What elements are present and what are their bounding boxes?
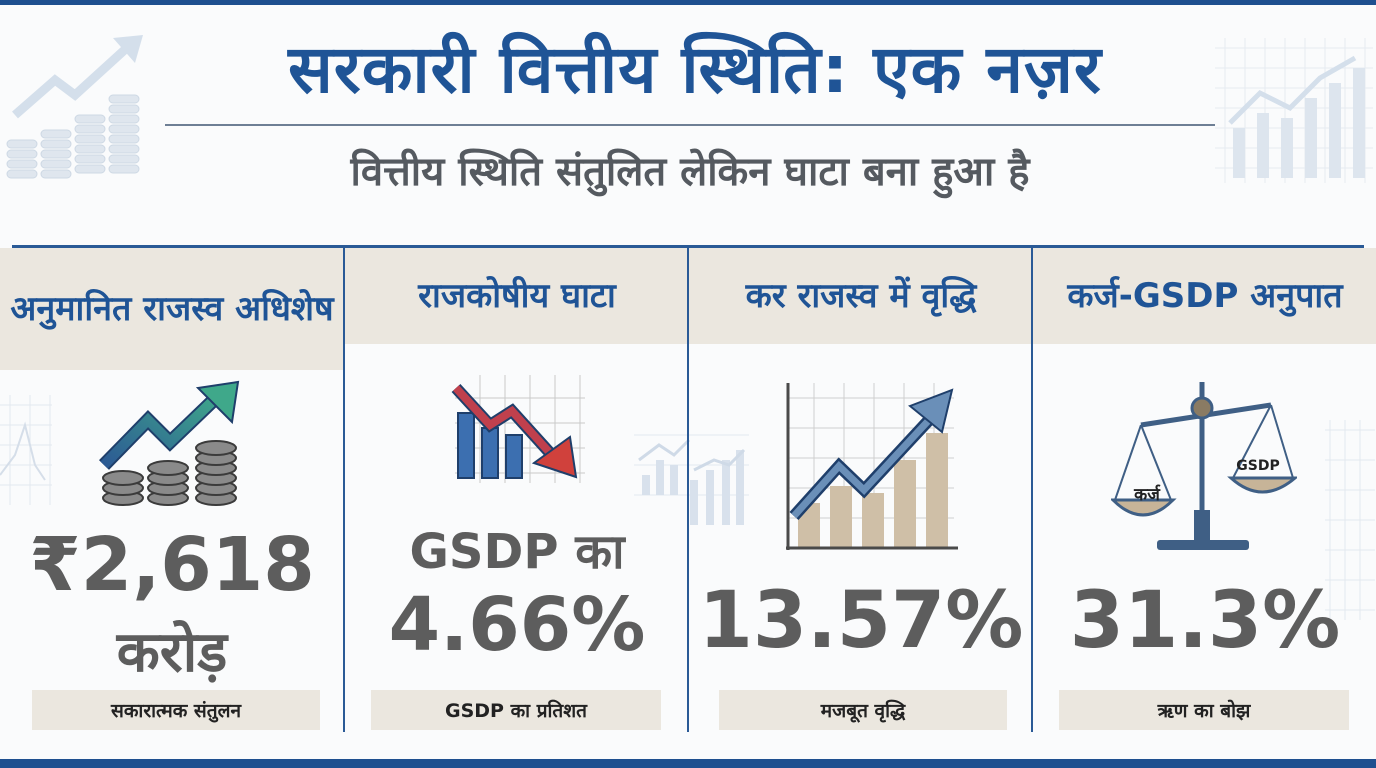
rising-arrow-coins-icon (98, 380, 240, 506)
card-tax-revenue-growth: कर राजस्व में वृद्धि 13.57% मजबूत वृद्धि (689, 248, 1033, 732)
card-title: कर राजस्व में वृद्धि (689, 248, 1033, 344)
card-divider (343, 248, 345, 732)
value-percent: 13.57% (698, 576, 1024, 666)
card-caption: GSDP का प्रतिशत (371, 690, 661, 730)
card-title: कर्ज-GSDP अनुपात (1033, 248, 1376, 344)
value-prefix: GSDP का (409, 524, 625, 580)
balance-scale-icon (1111, 382, 1297, 550)
page-title: सरकारी वित्तीय स्थिति: एक नज़र (288, 31, 1102, 108)
section-top-border (12, 245, 1364, 248)
background-bar-chart-icon (634, 434, 749, 525)
background-bar-chart-icon (1215, 38, 1373, 183)
card-title: राजकोषीय घाटा (345, 248, 689, 344)
card-title: अनुमानित राजस्व अधिशेष (0, 248, 344, 370)
background-growth-coins-icon (6, 35, 143, 179)
growth-chart-icon (786, 383, 958, 550)
title-divider (165, 124, 1215, 126)
value-amount: ₹2,618 (29, 522, 315, 608)
card-caption: मजबूत वृद्धि (719, 690, 1007, 730)
scale-left-label: कर्ज (1134, 485, 1160, 505)
top-border (0, 0, 1376, 5)
value-unit: करोड़ (116, 620, 228, 685)
bottom-border (0, 759, 1376, 768)
value-percent: 4.66% (388, 582, 646, 668)
background-grid-icon (1325, 420, 1375, 620)
card-caption: ऋण का बोझ (1059, 690, 1349, 730)
card-debt-gsdp-ratio: कर्ज-GSDP अनुपात कर्ज GSDP 31.3% ऋण का ब… (1033, 248, 1376, 732)
page-subtitle: वित्तीय स्थिति संतुलित लेकिन घाटा बना हु… (350, 149, 1030, 195)
card-caption: सकारात्मक संतुलन (32, 690, 320, 730)
value-percent: 31.3% (1069, 576, 1341, 666)
card-revenue-surplus: अनुमानित राजस्व अधिशेष ₹2,618 करोड़ सकार… (0, 248, 344, 732)
scale-right-label: GSDP (1236, 458, 1280, 474)
card-divider (687, 248, 689, 732)
declining-chart-icon (451, 375, 585, 483)
background-grid-icon (0, 395, 52, 505)
card-divider (1031, 248, 1033, 732)
card-fiscal-deficit: राजकोषीय घाटा GSDP का 4.66% GSDP का प्रत… (345, 248, 689, 732)
